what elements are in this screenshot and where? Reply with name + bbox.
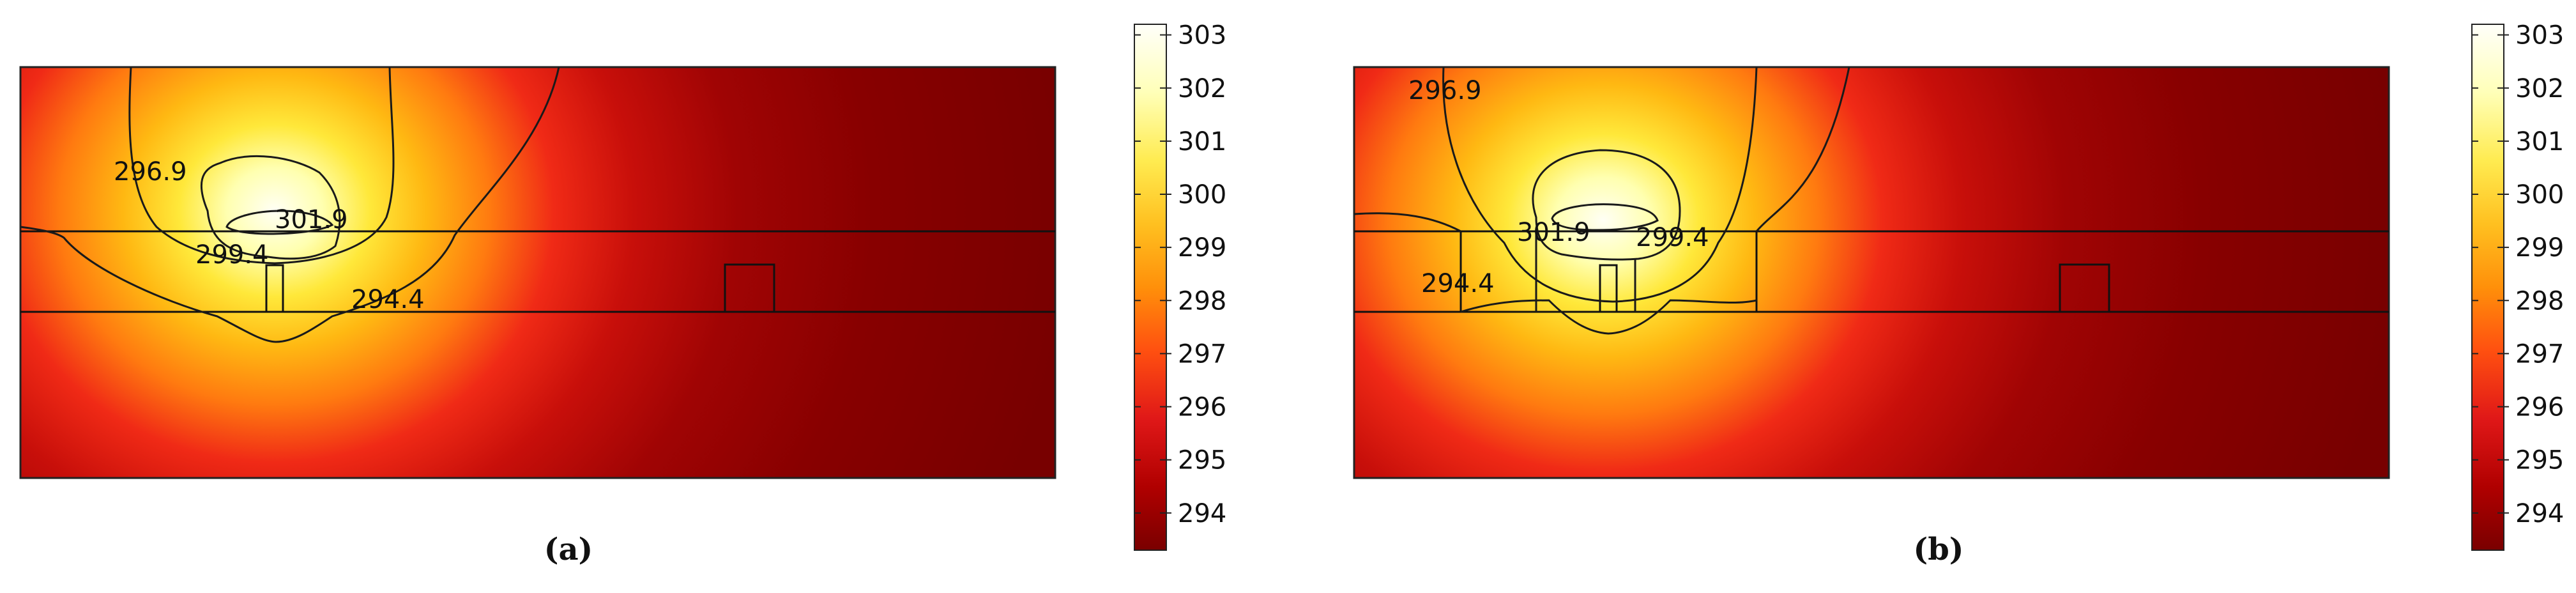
colorbar-tick-label-a: 299 <box>1178 233 1226 263</box>
colorbar-tick-label-a: 300 <box>1178 180 1226 210</box>
contour-label-296-9-b: 296.9 <box>1408 76 1482 105</box>
colorbar-b: 303 302 301 300 299 298 297 296 295 294 <box>2471 21 2564 551</box>
heater-electrode-a <box>265 264 284 313</box>
colorbar-tick-label-b: 300 <box>2515 180 2564 210</box>
colorbar-tick-label-a: 297 <box>1178 339 1226 369</box>
contour-label-294-4-b: 294.4 <box>1421 269 1495 298</box>
panel-label-a: (a) <box>544 532 593 567</box>
colorbar-tick-label-a: 294 <box>1178 499 1226 528</box>
colorbar-tick-label-a: 296 <box>1178 393 1226 422</box>
contour-label-294-4-a: 294.4 <box>351 285 425 314</box>
contour-label-301-9-a: 301.9 <box>275 205 348 235</box>
colorbar-tick-label-b: 294 <box>2515 499 2564 528</box>
colorbar-tick-label-a: 301 <box>1178 127 1226 157</box>
domain-a <box>19 66 1056 479</box>
colorbar-tick-label-b: 299 <box>2515 233 2564 263</box>
colorbar-tick-label-b: 298 <box>2515 286 2564 316</box>
colorbar-tick-label-b: 302 <box>2515 74 2564 104</box>
colorbar-tick-label-b: 295 <box>2515 446 2564 475</box>
colorbar-ticks-a: 303 302 301 300 299 298 297 296 295 294 <box>1134 21 1226 528</box>
domain-b <box>1353 66 2390 479</box>
colorbar-ticks-b: 303 302 301 300 299 298 297 296 295 294 <box>2472 21 2564 528</box>
colorbar-tick-label-b: 303 <box>2515 21 2564 50</box>
contour-lines-a <box>20 66 560 343</box>
heater-electrode-b <box>1599 264 1618 313</box>
colorbar-a: 303 302 301 300 299 298 297 296 295 294 <box>1134 21 1226 551</box>
colorbar-tick-label-b: 297 <box>2515 339 2564 369</box>
contour-label-299-4-a: 299.4 <box>195 240 269 270</box>
colorbar-tick-label-b: 301 <box>2515 127 2564 157</box>
temperature-plot-a: 296.9 301.9 299.4 294.4 303 302 301 300 299 2… <box>19 21 1226 551</box>
panel-label-b: (b) <box>1913 532 1964 567</box>
colorbar-tick-label-a: 303 <box>1178 21 1226 50</box>
colorbar-tick-label-a: 302 <box>1178 74 1226 104</box>
colorbar-tick-label-a: 298 <box>1178 286 1226 316</box>
contour-label-296-9-a: 296.9 <box>114 157 187 187</box>
panel-a: 296.9 301.9 299.4 294.4 303 302 301 300 299 2… <box>19 21 1226 567</box>
colorbar-tick-label-a: 295 <box>1178 446 1226 475</box>
reference-electrode-b <box>2059 263 2110 313</box>
colorbar-tick-label-b: 296 <box>2515 393 2564 422</box>
panel-b: 296.9 301.9 299.4 294.4 303 302 301 300 299 2… <box>1332 0 2576 593</box>
reference-electrode-a <box>724 263 775 313</box>
contour-label-299-4-b: 299.4 <box>1636 223 1709 252</box>
temperature-plot-b: 296.9 301.9 299.4 294.4 303 302 301 300 299 2… <box>1353 21 2564 551</box>
contour-lines-b <box>1353 66 1850 335</box>
contour-label-301-9-b: 301.9 <box>1517 218 1590 247</box>
